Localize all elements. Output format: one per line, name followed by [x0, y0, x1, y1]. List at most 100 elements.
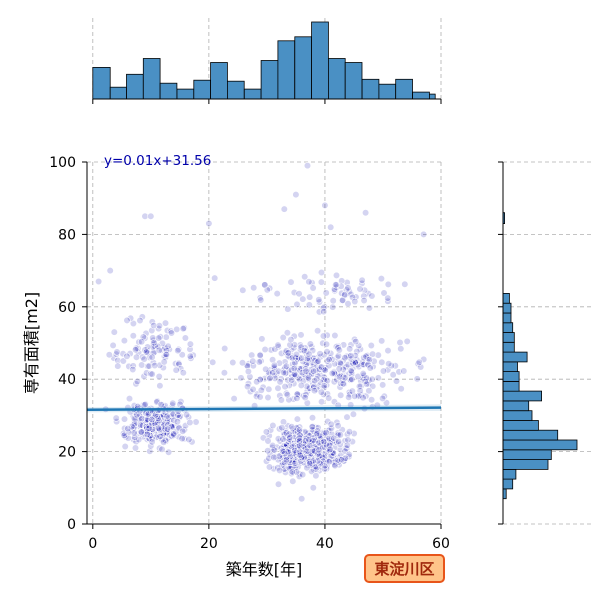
scatter-point: [336, 373, 344, 381]
scatter-point: [135, 436, 143, 444]
scatter-point: [262, 457, 271, 465]
scatter-point: [318, 443, 327, 452]
scatter-point: [392, 377, 401, 385]
scatter-point: [315, 446, 323, 454]
scatter-point: [138, 428, 146, 436]
scatter-point: [106, 267, 114, 275]
scatter-point: [362, 209, 370, 217]
scatter-point: [253, 378, 261, 386]
scatter-point: [274, 341, 282, 349]
scatter-point: [270, 363, 278, 371]
scatter-point: [173, 418, 181, 426]
yhist-bar: [502, 449, 552, 460]
marginal-x-histogram: [92, 21, 442, 104]
scatter-point: [105, 351, 113, 359]
scatter-point: [325, 394, 333, 402]
scatter-point: [356, 345, 365, 353]
scatter-point: [144, 349, 152, 357]
scatter-point: [299, 295, 307, 303]
scatter-point: [237, 374, 245, 382]
scatter-point: [110, 328, 118, 336]
scatter-point: [184, 413, 193, 421]
scatter-point: [147, 442, 155, 450]
scatter-point: [365, 387, 373, 395]
scatter-point: [133, 377, 141, 386]
scatter-point: [296, 437, 304, 445]
scatter-point: [344, 284, 352, 292]
scatter-point: [162, 351, 170, 359]
scatter-point: [299, 471, 307, 479]
scatter-point: [322, 340, 331, 348]
scatter-point: [303, 447, 311, 455]
scatter-point: [318, 398, 326, 406]
scatter-point: [192, 418, 200, 426]
scatter-point: [379, 381, 387, 389]
scatter-point: [317, 268, 326, 277]
scatter-point: [370, 357, 378, 365]
xhist-bar: [277, 40, 296, 100]
scatter-point: [180, 435, 188, 443]
scatter-point: [317, 388, 326, 396]
scatter-point: [249, 357, 257, 365]
scatter-point: [250, 284, 258, 292]
scatter-point: [162, 350, 170, 358]
scatter-point: [290, 344, 298, 352]
scatter-point: [283, 391, 291, 399]
yhist-bar: [502, 468, 517, 480]
scatter-point: [377, 275, 386, 283]
yhist-bar: [502, 351, 528, 363]
scatter-point: [328, 369, 336, 378]
scatter-point: [360, 296, 368, 305]
xhist-bar: [193, 79, 212, 100]
scatter-point: [344, 436, 352, 444]
scatter-point: [374, 374, 382, 382]
scatter-point: [178, 351, 186, 359]
scatter-point: [244, 367, 252, 376]
scatter-point: [138, 313, 146, 321]
scatter-point: [339, 380, 347, 388]
scatter-point: [384, 280, 392, 289]
scatter-point: [366, 364, 374, 372]
scatter-point: [175, 345, 183, 354]
scatter-point: [156, 432, 164, 440]
scatter-point: [310, 387, 319, 395]
scatter-point: [365, 304, 374, 312]
scatter-point: [155, 346, 163, 354]
scatter-point: [252, 392, 261, 401]
xhist-bar: [311, 21, 329, 100]
scatter-point: [334, 352, 343, 360]
yhist-bar: [502, 390, 542, 402]
scatter-point: [320, 382, 328, 390]
scatter-point: [125, 395, 134, 403]
scatter-point: [363, 380, 371, 388]
scatter-point: [296, 431, 304, 439]
scatter-point: [262, 365, 270, 373]
scatter-point: [146, 447, 154, 455]
yhist-bar: [502, 478, 514, 490]
scatter-point: [297, 354, 305, 362]
scatter-point: [385, 360, 393, 368]
scatter-point: [389, 371, 397, 379]
yhist-bar: [502, 332, 515, 343]
scatter-point: [322, 429, 330, 437]
scatter-point: [347, 352, 355, 360]
scatter-point: [304, 374, 312, 382]
scatter-point: [124, 425, 132, 433]
scatter-point: [186, 352, 194, 360]
scatter-point: [314, 357, 322, 365]
scatter-point: [349, 293, 357, 302]
scatter-point: [155, 322, 163, 330]
scatter-point: [261, 281, 269, 289]
scatter-point: [221, 344, 229, 353]
scatter-point: [333, 376, 341, 384]
scatter-point: [238, 359, 247, 367]
scatter-point: [325, 446, 334, 454]
xhist-bar: [260, 60, 279, 100]
scatter-point: [273, 290, 281, 298]
scatter-point: [384, 294, 392, 302]
scatter-point: [313, 429, 321, 438]
scatter-point: [276, 466, 284, 475]
scatter-point: [264, 393, 272, 402]
scatter-point: [305, 436, 313, 444]
